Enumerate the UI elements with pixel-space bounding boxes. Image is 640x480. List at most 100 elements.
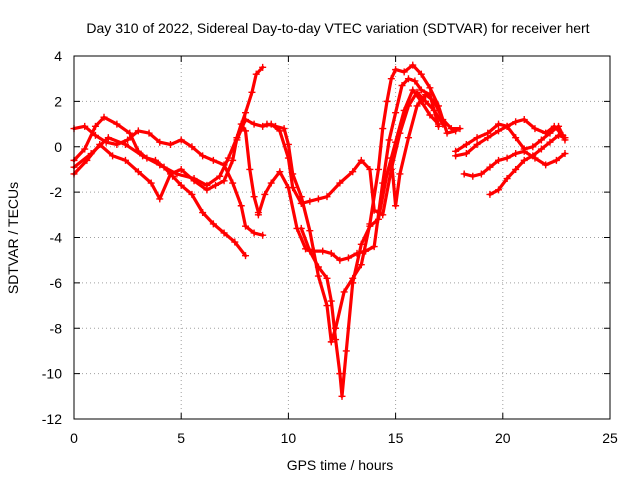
data-point [495,156,503,164]
data-point [349,279,357,287]
data-point [242,127,250,135]
x-tick-label: 0 [70,430,78,446]
y-tick-label: -6 [50,275,63,291]
series-6 [263,61,460,346]
data-point [242,109,250,117]
data-point [109,152,117,160]
data-point [246,165,254,173]
data-point [336,256,344,264]
data-point [434,120,442,128]
data-point [392,109,400,117]
data-point [392,66,400,74]
series-7 [233,88,447,219]
data-point [100,113,108,121]
data-layer [70,61,569,400]
data-point [151,156,159,164]
data-point [417,70,425,78]
data-point [456,125,464,133]
data-point [81,122,89,130]
data-point [477,170,485,178]
data-point [124,136,132,144]
data-point [134,127,142,135]
data-point [242,116,250,124]
data-point [145,129,153,137]
data-point [473,134,481,142]
data-point [166,170,174,178]
series-3 [70,113,250,260]
data-point [121,156,129,164]
data-point [229,179,237,187]
y-tick-label: 2 [54,93,62,109]
data-point [413,102,421,110]
grid [74,56,610,419]
data-point [392,202,400,210]
data-point [259,63,267,71]
data-point [231,238,239,246]
data-point [542,129,550,137]
data-point [220,177,228,185]
data-point [327,338,335,346]
data-point [555,131,563,139]
data-point [552,156,560,164]
data-point [342,347,350,355]
data-point [160,163,168,171]
data-point [387,154,395,162]
data-point [96,140,104,148]
data-point [383,170,391,178]
data-point [177,181,185,189]
series-line [454,117,565,158]
data-point [113,120,121,128]
data-point [104,134,112,142]
data-point [398,81,406,89]
x-tick-label: 5 [177,430,185,446]
data-point [233,136,241,144]
data-point [430,106,438,114]
series-9 [387,91,464,210]
data-point [102,138,110,146]
data-point [340,288,348,296]
data-point [537,145,545,153]
data-point [460,170,468,178]
data-point [188,143,196,151]
data-point [417,86,425,94]
data-point [537,136,545,144]
data-point [216,172,224,180]
data-point [503,154,511,162]
y-axis-label: SDTVAR / TECUs [5,182,21,294]
data-point [520,156,528,164]
data-point [284,140,292,148]
data-point [546,138,554,146]
data-point [242,222,250,230]
x-axis-label: GPS time / hours [287,457,394,473]
data-point [267,179,275,187]
data-point [323,302,331,310]
data-point [374,215,382,223]
data-point [220,161,228,169]
data-point [404,75,412,83]
data-point [542,161,550,169]
data-point [366,222,374,230]
data-point [379,125,387,133]
data-point [199,152,207,160]
data-point [261,190,269,198]
data-point [280,125,288,133]
data-point [344,254,352,262]
x-tick-label: 15 [388,430,404,446]
data-point [190,177,198,185]
data-point [512,150,520,158]
data-point [561,134,569,142]
data-point [366,165,374,173]
data-point [370,206,378,214]
data-point [512,118,520,126]
data-point [327,297,335,305]
y-tick-label: -4 [50,230,63,246]
data-point [306,197,314,205]
series-8 [297,86,442,400]
series-line [265,63,458,344]
data-point [220,229,228,237]
data-point [512,165,520,173]
data-point [147,179,155,187]
data-point [495,186,503,194]
y-tick-label: -12 [42,411,62,427]
